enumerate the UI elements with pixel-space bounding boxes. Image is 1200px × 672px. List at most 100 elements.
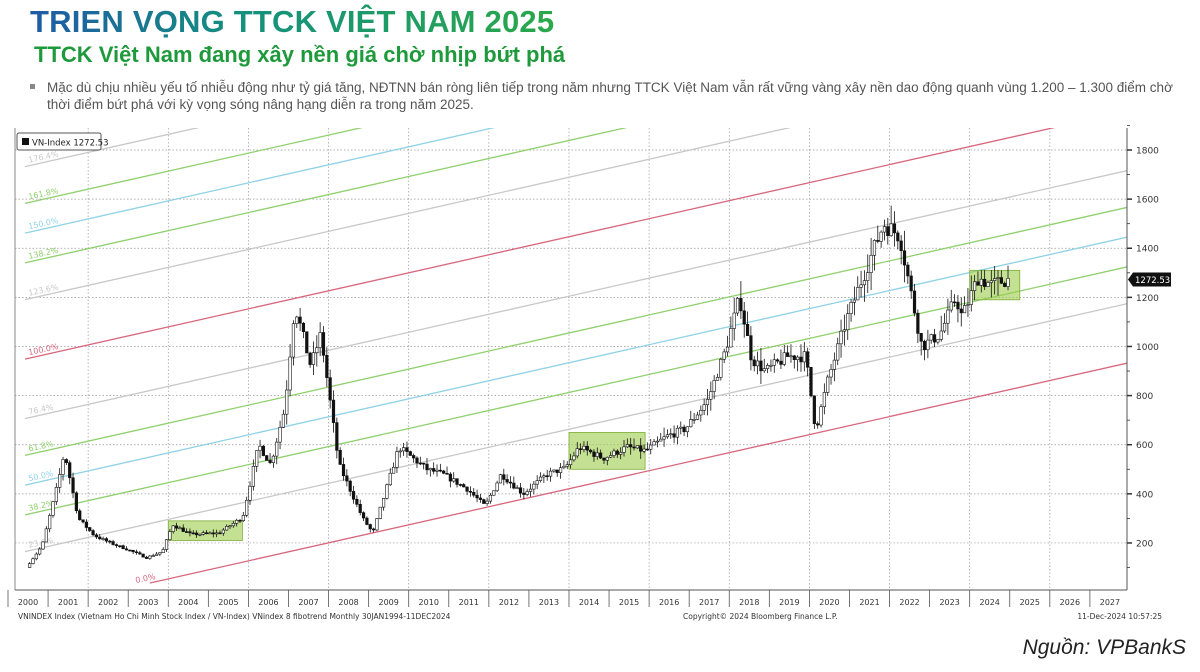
candle-body xyxy=(999,277,1003,284)
candle-body xyxy=(61,459,65,475)
candle-body xyxy=(468,490,473,493)
candle-body xyxy=(979,278,983,286)
candle-body xyxy=(361,512,366,519)
candle-body xyxy=(528,488,533,492)
candle-body xyxy=(886,226,890,236)
legend-label: VN-Index 1272.53 xyxy=(32,139,109,149)
fib-line xyxy=(24,128,628,264)
candle-body xyxy=(31,558,35,564)
candle-body xyxy=(562,465,566,469)
candle-body xyxy=(98,536,102,540)
candle-body xyxy=(355,498,359,505)
fib-line xyxy=(24,236,1127,486)
candle-body xyxy=(412,455,416,459)
candle-body xyxy=(482,499,486,504)
candle-body xyxy=(91,530,95,536)
candle-body xyxy=(585,445,589,451)
candle-body xyxy=(58,474,62,488)
x-tick-label: 2010 xyxy=(419,598,439,607)
x-tick-label: 2021 xyxy=(859,598,879,607)
candle-body xyxy=(502,474,506,480)
candle-body xyxy=(625,444,629,448)
candle-body xyxy=(849,301,853,315)
candle-body xyxy=(879,231,883,242)
candle-body xyxy=(251,466,255,487)
bullet-icon xyxy=(30,84,35,89)
candle-body xyxy=(956,301,960,310)
candle-body xyxy=(899,240,903,252)
candle-body xyxy=(692,419,696,421)
candle-body xyxy=(408,451,412,456)
footer-copyright: Copyright© 2024 Bloomberg Finance L.P. xyxy=(683,612,838,621)
candle-body xyxy=(856,287,860,301)
candle-body xyxy=(285,389,289,415)
candle-body xyxy=(268,460,272,463)
candle-body xyxy=(118,545,122,547)
candle-body xyxy=(582,445,586,450)
candle-body xyxy=(599,452,603,459)
candle-body xyxy=(308,352,312,365)
candle-body xyxy=(712,380,716,392)
candle-body xyxy=(208,532,212,535)
candle-body xyxy=(475,494,479,499)
candle-body xyxy=(415,457,419,464)
x-tick-label: 2013 xyxy=(539,598,559,607)
fib-line xyxy=(24,128,200,168)
candle-body xyxy=(996,277,1000,279)
candle-body xyxy=(345,475,349,482)
candle-body xyxy=(255,450,259,467)
candle-body xyxy=(852,299,857,303)
candle-body xyxy=(388,472,392,486)
candle-body xyxy=(602,457,606,461)
candle-body xyxy=(452,478,456,482)
candle-body xyxy=(809,366,813,397)
x-tick-label: 2004 xyxy=(178,598,198,607)
candle-body xyxy=(351,491,356,500)
candle-body xyxy=(241,515,245,521)
candle-body xyxy=(28,563,32,568)
candle-body xyxy=(478,497,483,500)
y-tick-label: 800 xyxy=(1136,392,1153,402)
candle-body xyxy=(629,444,633,448)
candle-body xyxy=(128,549,132,552)
candle-body xyxy=(565,464,569,467)
candle-body xyxy=(74,492,78,512)
candle-body xyxy=(392,466,396,474)
candle-body xyxy=(649,444,653,450)
candle-body xyxy=(508,481,513,484)
page-title: TRIEN VỌNG TTCK VIỆT NAM 2025 xyxy=(30,4,555,39)
y-tick-label: 1200 xyxy=(1136,294,1159,304)
candle-body xyxy=(275,441,279,457)
candle-body xyxy=(939,330,943,340)
footer-timestamp: 11-Dec-2024 10:57:25 xyxy=(1077,612,1162,621)
candle-body xyxy=(281,413,286,428)
candle-body xyxy=(485,500,489,504)
candle-body xyxy=(789,355,793,358)
candle-body xyxy=(368,524,372,530)
candle-body xyxy=(829,369,833,378)
x-tick-label: 2008 xyxy=(338,598,358,607)
candle-body xyxy=(462,484,466,488)
fib-label: 0.0% xyxy=(135,572,157,585)
candle-body xyxy=(271,455,275,463)
x-tick-label: 2026 xyxy=(1060,598,1080,607)
candle-body xyxy=(952,301,957,304)
candle-body xyxy=(892,223,897,234)
x-tick-label: 2000 xyxy=(18,598,38,607)
candle-body xyxy=(929,334,933,341)
candle-body xyxy=(912,290,917,314)
x-tick-label: 2015 xyxy=(619,598,639,607)
candle-body xyxy=(659,438,663,442)
candle-body xyxy=(94,534,99,538)
candle-body xyxy=(729,328,733,348)
x-tick-label: 2009 xyxy=(378,598,398,607)
candle-body xyxy=(328,377,332,401)
candle-body xyxy=(575,448,579,457)
fib-line xyxy=(24,170,1127,420)
candle-body xyxy=(358,504,362,513)
candle-body xyxy=(448,473,452,482)
candle-body xyxy=(88,527,92,531)
candle-body xyxy=(228,525,232,528)
candle-body xyxy=(719,359,723,378)
candle-body xyxy=(826,376,830,393)
